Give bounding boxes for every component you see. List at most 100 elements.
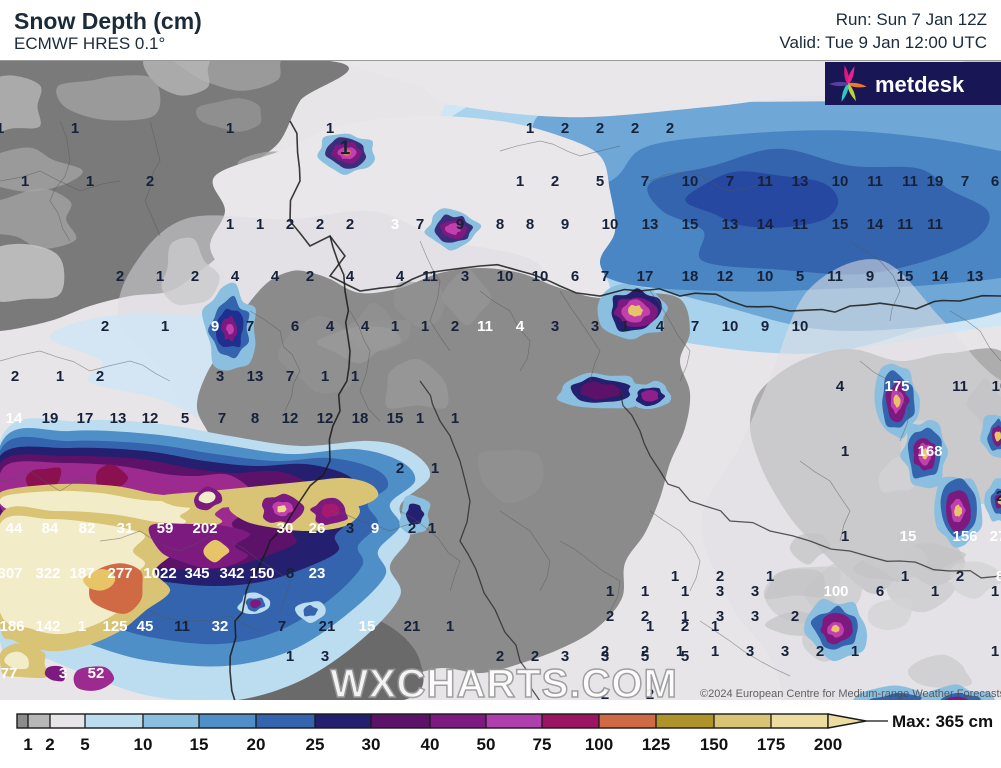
svg-text:2: 2 <box>641 643 649 660</box>
svg-text:3: 3 <box>59 665 67 682</box>
svg-text:8: 8 <box>526 216 534 233</box>
svg-text:30: 30 <box>277 520 294 537</box>
svg-text:2: 2 <box>631 120 639 137</box>
svg-text:2: 2 <box>551 173 559 190</box>
svg-text:21: 21 <box>404 618 421 635</box>
svg-text:3: 3 <box>746 643 754 660</box>
svg-text:10: 10 <box>832 173 849 190</box>
svg-text:1: 1 <box>621 318 629 335</box>
svg-text:12: 12 <box>317 410 334 427</box>
svg-text:10: 10 <box>134 735 153 754</box>
svg-text:13: 13 <box>792 173 809 190</box>
svg-text:8: 8 <box>251 410 259 427</box>
svg-text:1: 1 <box>226 120 234 137</box>
svg-text:10: 10 <box>992 378 1001 395</box>
svg-text:2: 2 <box>791 608 799 625</box>
svg-text:1: 1 <box>766 568 774 585</box>
svg-text:2: 2 <box>346 216 354 233</box>
svg-text:32: 32 <box>212 618 229 635</box>
svg-text:3: 3 <box>781 643 789 660</box>
svg-text:1: 1 <box>78 618 86 635</box>
svg-text:4: 4 <box>326 318 335 335</box>
svg-text:1: 1 <box>161 318 169 335</box>
svg-text:7: 7 <box>601 268 609 285</box>
svg-text:1: 1 <box>256 216 264 233</box>
svg-text:17: 17 <box>77 410 94 427</box>
svg-text:1: 1 <box>71 120 79 137</box>
svg-text:175: 175 <box>757 735 785 754</box>
svg-text:1: 1 <box>671 568 679 585</box>
svg-text:3: 3 <box>321 648 329 665</box>
svg-text:13: 13 <box>722 216 739 233</box>
svg-text:11: 11 <box>952 378 968 395</box>
svg-text:1: 1 <box>326 120 334 137</box>
svg-text:2: 2 <box>816 643 824 660</box>
svg-text:2: 2 <box>11 368 19 385</box>
svg-text:19: 19 <box>42 410 59 427</box>
svg-text:5: 5 <box>80 735 89 754</box>
svg-text:31: 31 <box>117 520 134 537</box>
svg-text:4: 4 <box>656 318 665 335</box>
svg-text:14: 14 <box>867 216 884 233</box>
svg-text:Max: 365 cm: Max: 365 cm <box>892 712 993 731</box>
svg-text:1: 1 <box>451 410 459 427</box>
svg-text:156: 156 <box>952 528 977 545</box>
svg-text:25: 25 <box>306 735 325 754</box>
svg-text:1: 1 <box>23 735 32 754</box>
svg-text:10: 10 <box>722 318 739 335</box>
svg-text:1: 1 <box>931 583 939 600</box>
svg-text:75: 75 <box>533 735 552 754</box>
svg-text:2: 2 <box>601 643 609 660</box>
svg-text:3: 3 <box>216 368 224 385</box>
svg-text:100: 100 <box>823 583 848 600</box>
svg-text:2: 2 <box>146 173 154 190</box>
svg-text:1: 1 <box>0 120 4 137</box>
svg-text:10: 10 <box>602 216 619 233</box>
svg-text:1: 1 <box>446 618 454 635</box>
svg-text:2: 2 <box>451 318 459 335</box>
svg-text:59: 59 <box>157 520 174 537</box>
svg-text:1: 1 <box>676 643 684 660</box>
svg-text:10: 10 <box>532 268 549 285</box>
svg-text:7: 7 <box>246 318 254 335</box>
svg-text:1: 1 <box>841 443 849 460</box>
svg-text:1: 1 <box>86 173 94 190</box>
svg-text:1: 1 <box>851 643 859 660</box>
svg-text:1: 1 <box>681 608 689 625</box>
svg-text:15: 15 <box>682 216 699 233</box>
svg-text:1: 1 <box>606 583 614 600</box>
svg-text:3: 3 <box>346 520 354 537</box>
svg-text:12: 12 <box>142 410 159 427</box>
svg-text:1: 1 <box>226 216 234 233</box>
svg-text:2: 2 <box>101 318 109 335</box>
svg-text:202: 202 <box>192 520 217 537</box>
svg-text:168: 168 <box>917 443 942 460</box>
svg-text:2: 2 <box>956 568 964 585</box>
svg-text:3: 3 <box>391 216 399 233</box>
svg-text:2: 2 <box>396 460 404 477</box>
svg-text:4: 4 <box>231 268 240 285</box>
svg-text:7: 7 <box>691 318 699 335</box>
svg-text:2: 2 <box>45 735 54 754</box>
svg-text:10: 10 <box>757 268 774 285</box>
svg-text:11: 11 <box>927 216 943 233</box>
svg-text:10: 10 <box>792 318 809 335</box>
svg-text:9: 9 <box>456 216 464 233</box>
svg-text:2: 2 <box>666 120 674 137</box>
svg-text:10: 10 <box>682 173 699 190</box>
svg-text:2: 2 <box>316 216 324 233</box>
svg-text:1: 1 <box>431 460 439 477</box>
svg-text:4: 4 <box>346 268 355 285</box>
svg-text:10: 10 <box>497 268 514 285</box>
svg-text:4: 4 <box>516 318 525 335</box>
svg-text:21: 21 <box>319 618 336 635</box>
svg-text:2: 2 <box>116 268 124 285</box>
svg-text:6: 6 <box>991 173 999 190</box>
svg-text:45: 45 <box>137 618 154 635</box>
svg-text:342: 342 <box>219 565 244 582</box>
svg-text:1: 1 <box>711 643 719 660</box>
svg-text:7: 7 <box>218 410 226 427</box>
svg-text:1: 1 <box>991 583 999 600</box>
svg-text:11: 11 <box>477 318 493 335</box>
svg-text:11: 11 <box>827 268 843 285</box>
